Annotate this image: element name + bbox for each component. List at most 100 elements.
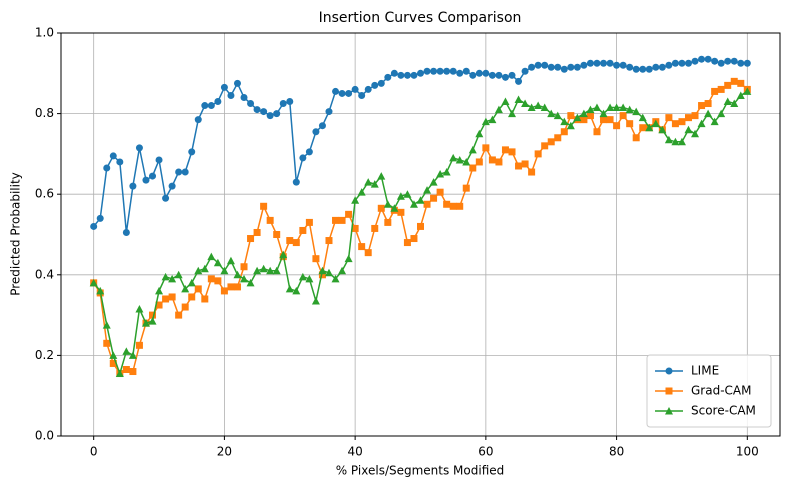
marker [704,55,712,63]
marker [220,287,228,295]
marker [711,57,719,65]
marker [527,103,536,112]
marker [462,67,470,75]
marker [168,293,176,301]
marker [501,146,509,154]
marker [161,272,170,281]
marker [148,317,157,325]
marker [698,102,706,110]
marker [194,285,202,293]
marker [671,120,679,128]
marker [233,283,241,291]
marker [260,202,268,210]
marker [586,112,594,120]
marker [240,274,249,283]
marker [109,351,118,359]
marker [449,202,457,210]
marker [273,110,281,118]
marker [214,277,222,285]
marker [560,65,568,73]
marker [174,270,183,279]
marker [541,61,549,69]
marker [698,55,706,63]
marker [115,369,124,378]
marker [240,93,248,101]
marker [671,59,679,67]
marker [423,67,431,75]
marker [128,351,137,359]
marker [528,63,536,71]
marker [279,250,288,259]
marker [651,119,660,128]
marker [580,116,588,124]
marker [436,67,444,75]
marker [567,63,575,71]
marker [508,148,516,156]
marker [175,168,183,176]
marker [410,71,418,79]
marker [573,63,581,71]
marker [162,194,170,202]
marker [645,65,653,73]
marker [501,97,510,106]
marker [207,252,216,261]
marker [89,278,98,287]
marker [214,98,222,106]
marker [292,178,300,186]
marker [592,103,601,112]
marker [324,268,333,277]
marker [736,91,745,99]
marker [737,59,745,67]
marker [213,258,222,267]
marker [449,153,458,162]
series-line [93,58,748,233]
marker [482,69,490,77]
legend: LIME Grad-CAM Score-CAM [646,354,772,428]
marker [122,366,130,374]
marker [469,164,477,172]
marker [540,103,549,112]
marker [671,137,680,146]
marker [501,73,509,81]
marker [462,184,470,192]
marker [318,266,327,275]
marker [116,158,124,166]
marker [96,286,105,295]
marker [129,368,137,376]
marker [371,81,379,89]
marker [403,190,412,198]
marker [691,57,699,65]
marker [488,115,497,124]
legend-label: LIME [691,364,719,378]
marker [638,113,647,122]
marker [443,67,451,75]
x-tick-label: 40 [347,445,362,459]
marker [743,59,751,67]
marker [357,188,366,196]
marker [279,100,287,108]
marker [632,65,640,73]
marker [475,129,484,138]
marker [580,61,588,69]
marker [652,63,660,71]
marker [162,295,170,303]
marker [416,196,425,204]
marker [639,124,647,132]
marker [220,83,228,91]
marker [194,116,202,124]
marker [344,254,353,263]
marker [684,125,693,134]
marker [240,263,248,271]
marker [645,123,654,132]
legend-label: Grad-CAM [691,384,751,398]
marker [430,67,438,75]
marker [566,121,575,130]
marker [312,128,320,136]
marker [311,296,320,305]
chart-title: Insertion Curves Comparison [319,10,522,26]
marker [658,63,666,71]
marker [351,196,360,204]
marker [547,63,555,71]
marker [409,200,418,208]
marker [226,256,235,265]
